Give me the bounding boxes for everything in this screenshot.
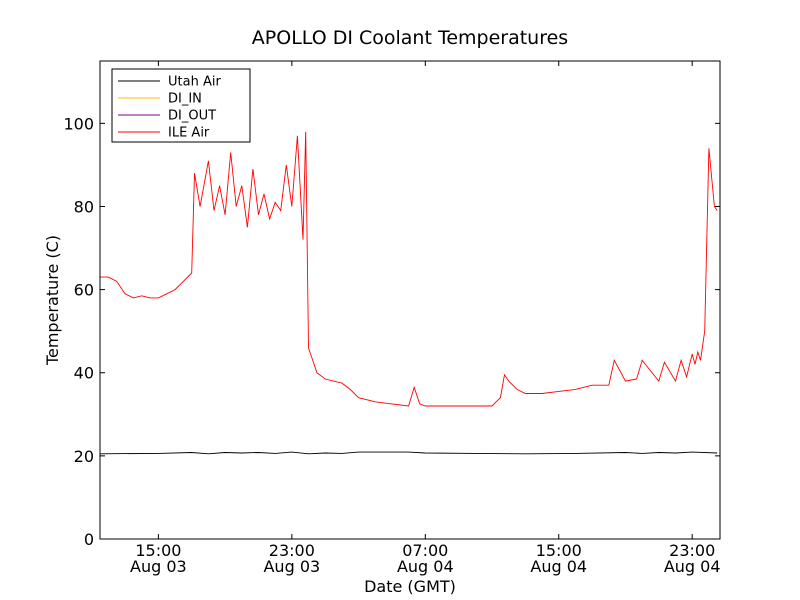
x-tick-date-label: Aug 03 bbox=[130, 557, 187, 576]
legend-label: DI_IN bbox=[168, 92, 202, 107]
series-line-0 bbox=[99, 451, 718, 455]
x-tick-date-label: Aug 04 bbox=[664, 557, 721, 576]
chart-title: APOLLO DI Coolant Temperatures bbox=[252, 27, 568, 49]
y-tick-label: 40 bbox=[74, 364, 94, 383]
x-tick-time-label: 07:00 bbox=[402, 541, 448, 560]
legend-label: DI_OUT bbox=[168, 109, 216, 124]
x-tick-date-label: Aug 03 bbox=[263, 557, 320, 576]
x-tick-time-label: 23:00 bbox=[269, 541, 315, 560]
x-axis-label: Date (GMT) bbox=[364, 577, 456, 596]
y-tick-label: 60 bbox=[74, 281, 94, 300]
series-layer bbox=[99, 131, 718, 455]
series-line-3 bbox=[100, 131, 718, 407]
y-axis-label: Temperature (C) bbox=[43, 235, 62, 366]
legend: Utah Air DI_IN DI_OUT ILE Air bbox=[111, 68, 251, 143]
y-tick-label: 20 bbox=[74, 447, 94, 466]
y-tick-label: 80 bbox=[74, 197, 94, 216]
x-tick-date-label: Aug 04 bbox=[397, 557, 454, 576]
y-tick-label: 0 bbox=[84, 530, 94, 549]
legend-label: ILE Air bbox=[168, 126, 210, 141]
x-tick-time-label: 23:00 bbox=[669, 541, 715, 560]
plot-frame bbox=[99, 60, 721, 540]
y-tick-label: 100 bbox=[63, 114, 94, 133]
x-tick-time-label: 15:00 bbox=[536, 541, 582, 560]
x-tick-date-label: Aug 04 bbox=[530, 557, 587, 576]
legend-label: Utah Air bbox=[168, 75, 221, 90]
x-tick-time-label: 15:00 bbox=[135, 541, 181, 560]
